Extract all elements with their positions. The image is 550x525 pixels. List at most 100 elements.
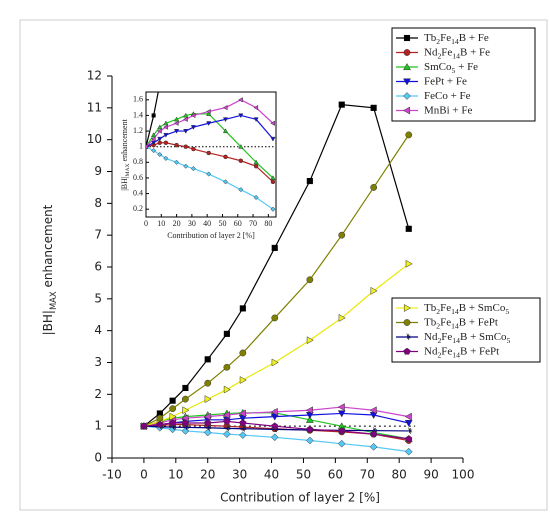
marker — [183, 116, 188, 122]
marker — [222, 411, 230, 419]
inset-x-tick-label: 40 — [203, 219, 211, 228]
inset-y-tick-label: 0.2 — [133, 204, 143, 213]
marker — [369, 443, 378, 451]
marker — [238, 143, 244, 149]
x-axis-label: Contribution of layer 2 [%] — [220, 491, 380, 505]
y-tick-label: 6 — [94, 260, 102, 274]
x-tick-label: 100 — [452, 468, 475, 482]
legend-box — [391, 27, 536, 122]
marker — [403, 34, 411, 42]
marker — [338, 427, 346, 435]
inset-x-tick-label: 10 — [157, 219, 165, 228]
marker — [406, 333, 411, 341]
marker — [146, 144, 149, 150]
marker — [169, 405, 177, 413]
inset-y-tick-label: 0.6 — [133, 173, 143, 182]
legend-label: Nd2Fe14B + Fe — [424, 46, 490, 61]
y-axis-label: |BH|MAX enhancement — [41, 204, 58, 335]
marker — [403, 319, 411, 326]
y-tick-label: 7 — [94, 228, 102, 242]
marker — [270, 433, 279, 442]
inset-x-tick-label: 60 — [234, 219, 242, 228]
x-tick-label: -10 — [102, 468, 122, 482]
legend-label: FeCo + Fe — [424, 90, 471, 102]
marker — [203, 428, 212, 437]
y-tick-label: 3 — [94, 355, 102, 369]
marker — [271, 422, 279, 430]
marker — [169, 419, 177, 427]
marker — [405, 131, 413, 139]
marker — [156, 420, 164, 428]
marker — [242, 425, 247, 432]
marker — [238, 409, 246, 418]
marker — [338, 101, 345, 108]
marker — [203, 412, 211, 421]
inset-x-tick-label: 80 — [264, 219, 272, 228]
marker — [151, 113, 156, 118]
x-tick-label: 20 — [200, 468, 215, 482]
main-series — [139, 101, 413, 456]
marker — [163, 120, 169, 126]
marker — [403, 347, 411, 355]
inset-x-tick-label: 70 — [249, 219, 257, 228]
inset-y-tick-label: 1.6 — [133, 95, 143, 104]
marker — [190, 125, 197, 130]
marker — [271, 314, 279, 322]
marker — [183, 129, 189, 134]
marker — [183, 112, 189, 118]
marker — [173, 120, 179, 126]
marker — [238, 113, 244, 119]
marker — [238, 158, 244, 163]
marker — [338, 231, 346, 239]
marker — [402, 106, 411, 115]
legend-label: Nd2Fe14B + FePt — [424, 345, 499, 360]
y-tick-label: 12 — [87, 69, 102, 83]
marker — [174, 142, 179, 148]
marker — [163, 140, 169, 146]
y-tick-label: 2 — [94, 387, 102, 401]
marker — [403, 78, 411, 86]
marker — [338, 314, 346, 322]
marker — [151, 132, 157, 137]
marker — [370, 184, 378, 191]
marker — [404, 412, 412, 421]
legend-label: FePt + Fe — [424, 75, 467, 87]
marker — [337, 403, 345, 411]
marker — [404, 447, 413, 456]
marker — [253, 105, 259, 111]
marker — [253, 194, 259, 201]
marker — [174, 159, 180, 165]
marker — [403, 92, 411, 100]
marker — [183, 144, 188, 149]
inset-x-label: Contribution of layer 2 [%] — [167, 231, 255, 240]
marker — [405, 225, 412, 232]
marker — [226, 424, 231, 432]
marker — [403, 62, 411, 71]
marker — [239, 349, 247, 357]
marker — [223, 430, 231, 438]
marker — [156, 414, 164, 422]
marker — [169, 397, 176, 404]
marker — [408, 427, 413, 434]
marker — [223, 154, 228, 160]
series-line — [146, 99, 274, 148]
marker — [206, 121, 212, 126]
y-tick-label: 11 — [87, 100, 102, 114]
marker — [306, 425, 314, 433]
marker — [157, 124, 163, 130]
marker — [150, 136, 156, 142]
marker — [205, 108, 211, 115]
marker — [206, 171, 212, 177]
marker — [157, 136, 163, 142]
marker — [404, 419, 413, 427]
inset-x-tick-label: 0 — [144, 219, 148, 228]
marker — [190, 112, 196, 119]
marker — [222, 179, 229, 185]
marker — [405, 435, 413, 442]
marker — [405, 259, 413, 268]
marker — [370, 286, 378, 295]
y-tick-label: 1 — [94, 419, 102, 433]
marker — [306, 336, 314, 345]
marker — [253, 163, 259, 169]
legend-label: Tb2Fe14B + Fe — [424, 32, 489, 47]
